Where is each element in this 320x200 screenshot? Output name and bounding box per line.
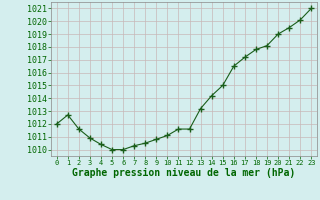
X-axis label: Graphe pression niveau de la mer (hPa): Graphe pression niveau de la mer (hPa): [72, 168, 296, 178]
